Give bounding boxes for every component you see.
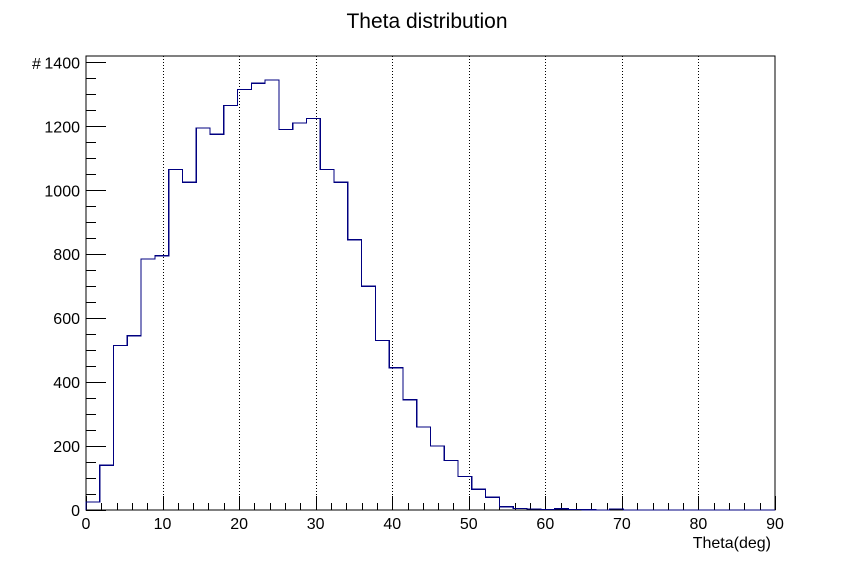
y-axis-label: # [32,56,41,73]
plot-frame [85,55,776,511]
y-tick-label-1000: 1000 [44,183,80,200]
x-tick-label-60: 60 [536,516,554,533]
y-tick-label-0: 0 [71,503,80,520]
x-tick-label-30: 30 [307,516,325,533]
x-tick-label-10: 10 [154,516,172,533]
grid-layer [163,56,699,510]
y-tick-label-800: 800 [53,247,80,264]
y-tick-labels: 0 200 400 600 800 1000 1200 1400 [44,55,80,520]
chart-title: Theta distribution [346,10,507,33]
x-tick-label-0: 0 [82,516,91,533]
x-tick-label-40: 40 [383,516,401,533]
y-tick-label-600: 600 [53,311,80,328]
y-tick-label-400: 400 [53,375,80,392]
x-tick-label-50: 50 [460,516,478,533]
y-tick-label-200: 200 [53,439,80,456]
histogram-series [85,79,775,511]
y-tick-label-1400: 1400 [44,55,80,72]
x-tick-label-90: 90 [766,516,784,533]
x-tick-label-70: 70 [613,516,631,533]
x-tick-label-80: 80 [690,516,708,533]
x-tick-labels: 0 10 20 30 40 50 60 70 80 90 [82,516,784,533]
x-tick-label-20: 20 [230,516,248,533]
y-tick-label-1200: 1200 [44,119,80,136]
x-axis-label: Theta(deg) [693,535,771,552]
